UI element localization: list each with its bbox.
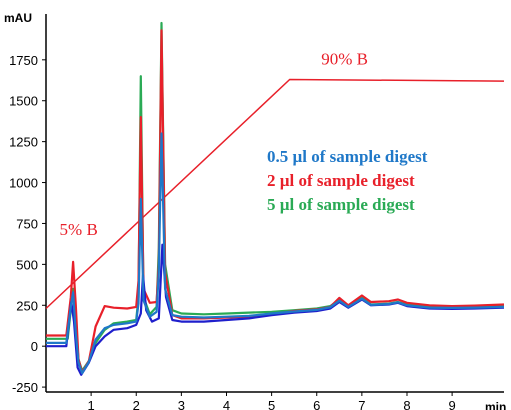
y-tick-label: 250 — [16, 298, 38, 313]
legend: 0.5 µl of sample digest 2 µl of sample d… — [267, 147, 428, 214]
y-tick-label: 1250 — [9, 135, 38, 150]
y-tick-label: 750 — [16, 216, 38, 231]
gradient-layer: 5% B 90% B — [45, 50, 505, 310]
y-tick-label: 0 — [31, 339, 38, 354]
x-tick-label: 2 — [133, 398, 140, 410]
legend-entry-1: 2 µl of sample digest — [267, 171, 415, 190]
y-tick-label: -250 — [12, 380, 38, 395]
trace-2 — [46, 243, 505, 376]
y-ticks: -250 0 250 500 750 1000 1250 1500 1750 — [9, 53, 46, 395]
x-tick-label: 5 — [268, 398, 275, 410]
legend-entry-2: 5 µl of sample digest — [267, 195, 415, 214]
gradient-line — [45, 78, 505, 310]
x-tick-label: 3 — [178, 398, 185, 410]
x-tick-label: 1 — [88, 398, 95, 410]
trace-3 — [46, 132, 505, 375]
series-layer — [46, 21, 505, 376]
y-tick-label: 1000 — [9, 176, 38, 191]
y-tick-label: 500 — [16, 257, 38, 272]
legend-entry-0: 0.5 µl of sample digest — [267, 147, 428, 166]
gradient-annotation-1: 90% B — [321, 50, 368, 69]
y-tick-label: 1500 — [9, 94, 38, 109]
x-tick-label: 9 — [448, 398, 455, 410]
axes: -250 0 250 500 750 1000 1250 1500 1750 1 2 3 4 5 6 7 8 9… — [4, 11, 506, 410]
y-tick-label: 1750 — [9, 53, 38, 68]
gradient-annotation-0: 5% B — [60, 220, 98, 239]
y-axis-unit: mAU — [4, 11, 32, 25]
x-tick-label: 6 — [313, 398, 320, 410]
x-ticks: 1 2 3 4 5 6 7 8 9 — [88, 392, 456, 410]
x-tick-label: 8 — [403, 398, 410, 410]
x-axis-unit: min — [485, 400, 506, 410]
x-tick-label: 4 — [223, 398, 230, 410]
x-tick-label: 7 — [358, 398, 365, 410]
